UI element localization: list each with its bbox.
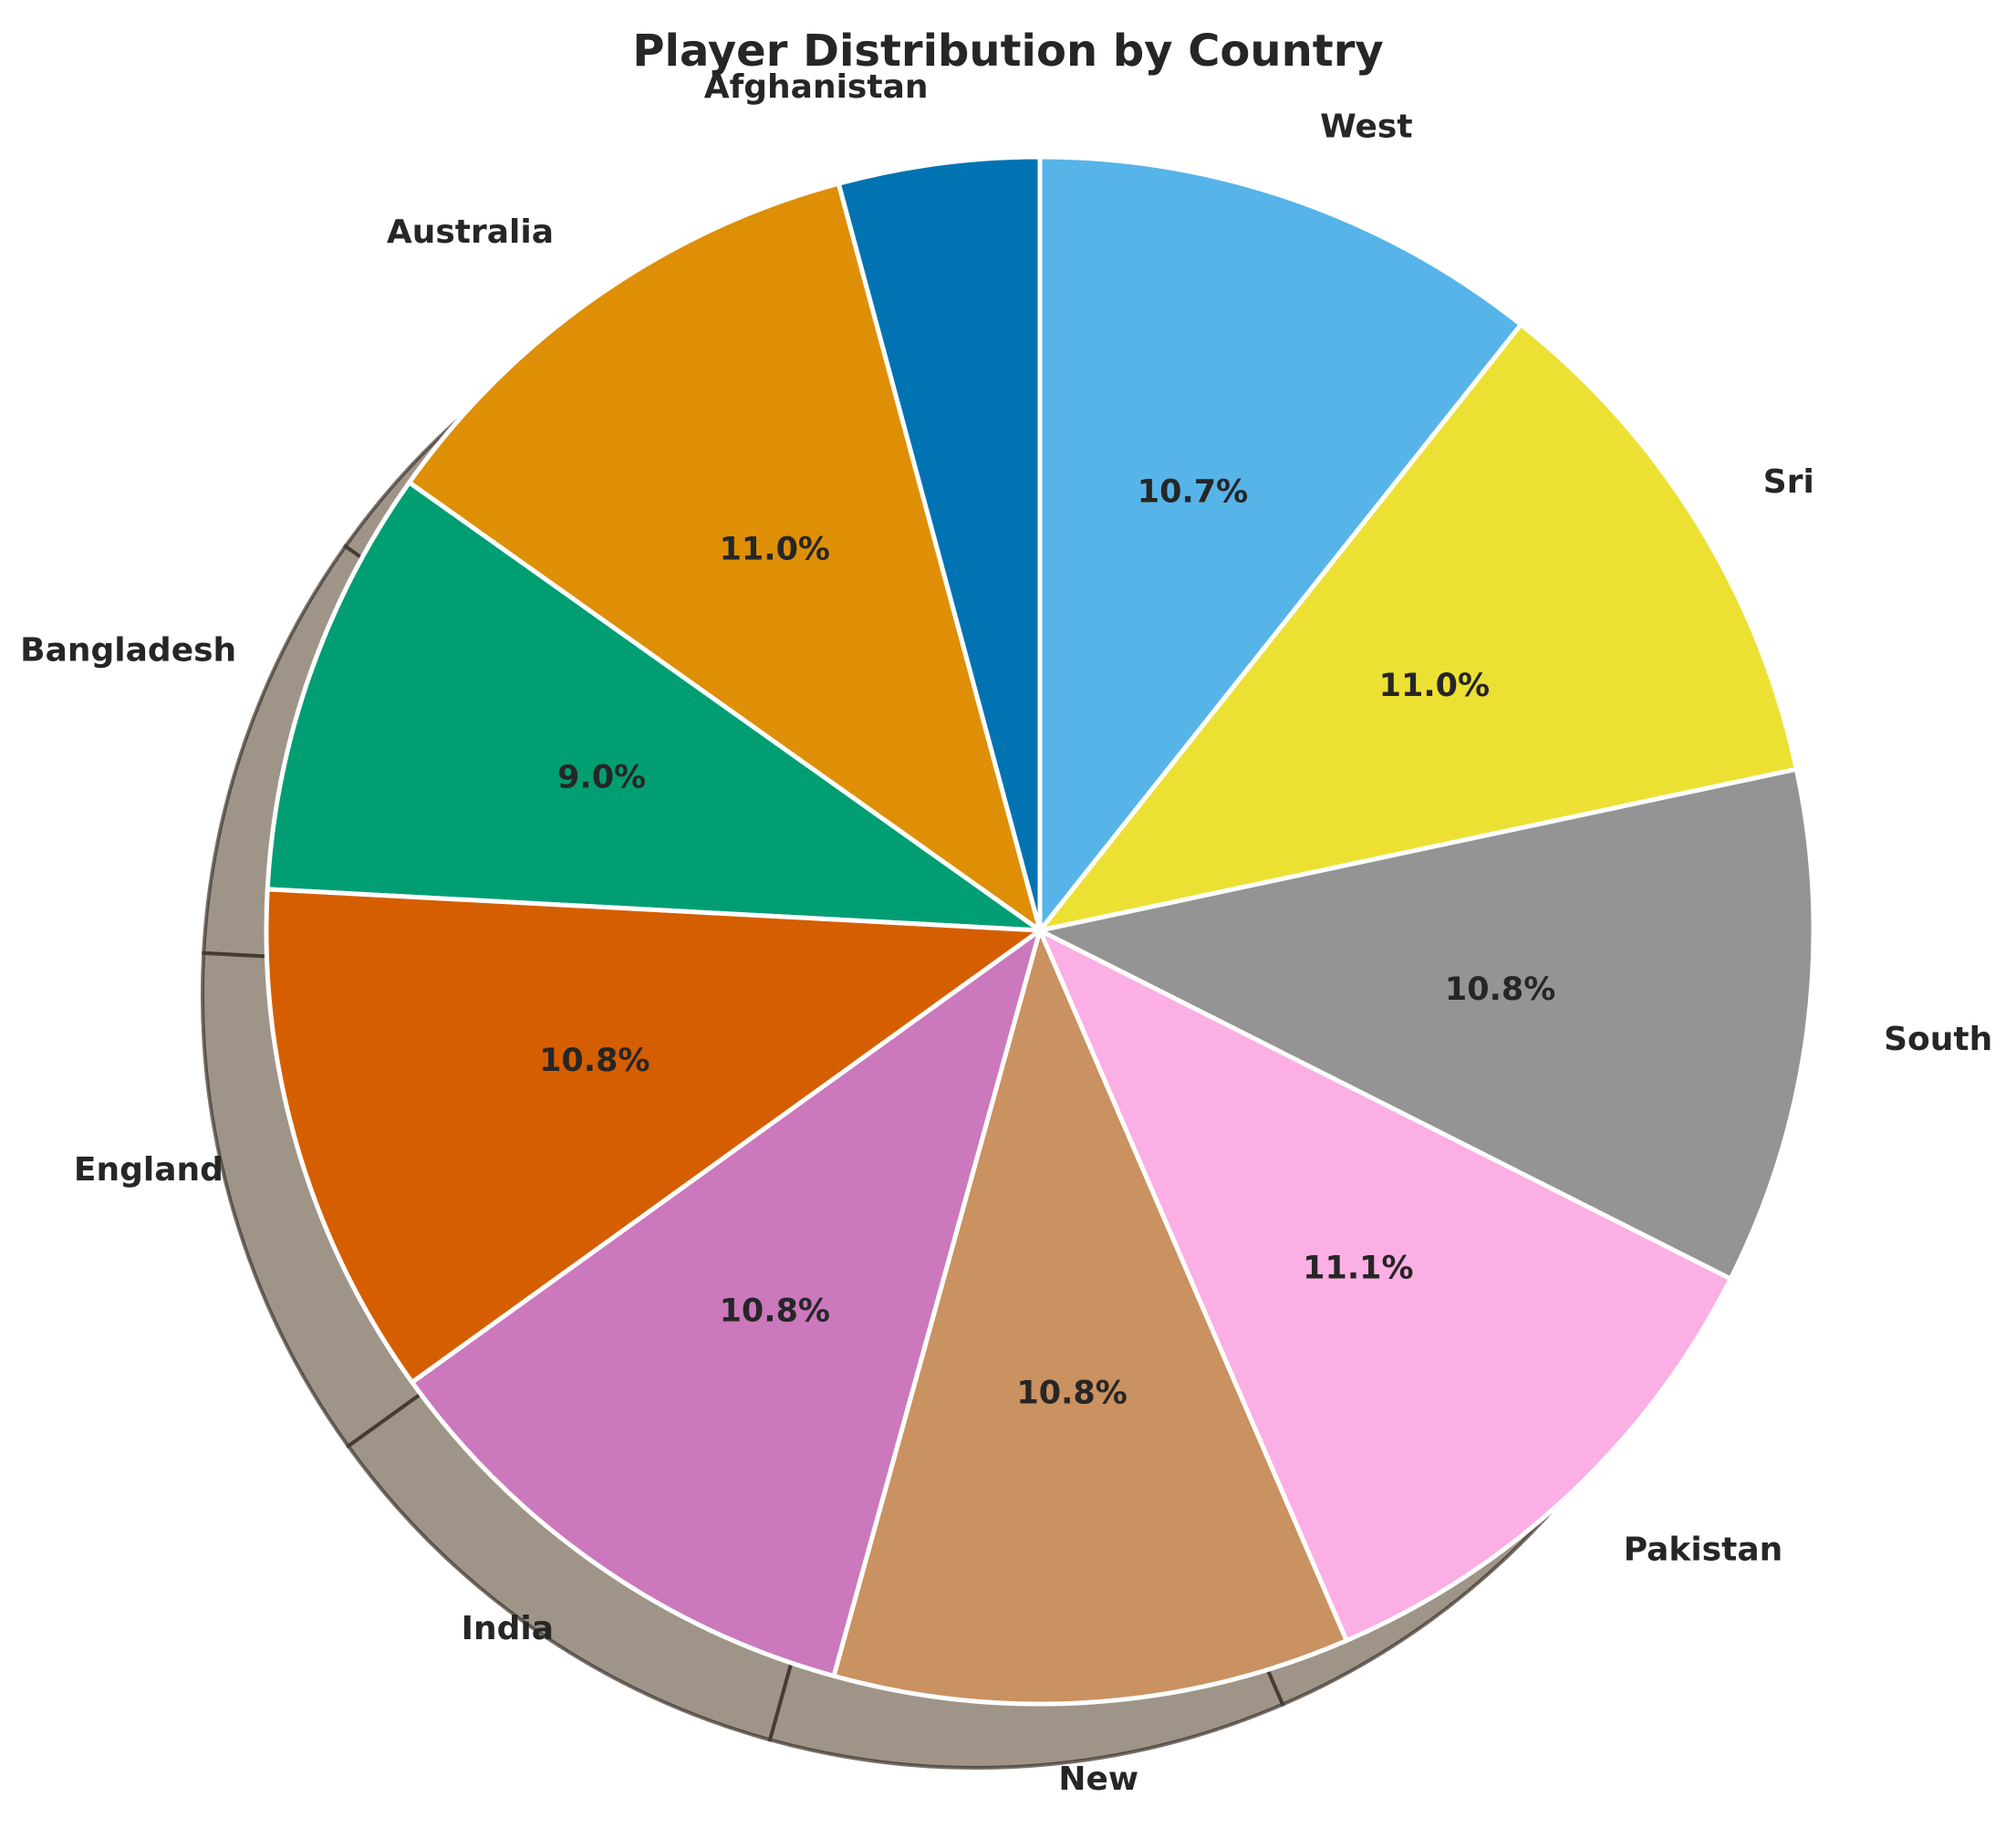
percent-label-australia: 11.0% (720, 532, 830, 568)
pie-slices (264, 154, 1816, 1707)
pie-slice-bangladesh (265, 480, 1043, 933)
category-label-afghanistan: Afghanistan (704, 68, 929, 106)
percent-label-south: 10.8% (1445, 971, 1555, 1008)
percent-label-pakistan: 11.1% (1303, 1250, 1413, 1286)
category-label-bangladesh: Bangladesh (20, 631, 236, 669)
category-label-new: New (1058, 1760, 1138, 1798)
percent-label-bangladesh: 9.0% (557, 760, 646, 796)
pie-slice-pakistan (1037, 928, 1733, 1644)
percent-label-india: 10.8% (720, 1293, 830, 1330)
pie-labels: Afghanistan Australia 11.0% Bangladesh 9.0% E… (20, 68, 1992, 1798)
category-label-india: India (462, 1610, 554, 1647)
pie-slice-west (1037, 154, 1523, 933)
pie-slice-south (1037, 766, 1816, 1282)
category-label-pakistan: Pakistan (1624, 1531, 1783, 1568)
percent-label-england: 10.8% (539, 1043, 649, 1079)
percent-label-west: 10.7% (1138, 474, 1248, 511)
category-label-south: South (1884, 1021, 1992, 1058)
pie-slice-new (831, 928, 1349, 1707)
category-label-england: England (74, 1151, 223, 1189)
percent-label-new: 10.8% (1016, 1376, 1127, 1412)
category-label-australia: Australia (387, 213, 554, 251)
category-label-west: West (1320, 109, 1412, 146)
percent-label-sri: 11.0% (1379, 668, 1490, 704)
pie-slice-sri (1037, 322, 1799, 933)
category-label-sri: Sri (1763, 463, 1814, 501)
pie-slice-india (410, 928, 1043, 1678)
chart-title: Player Distribution by Country (632, 26, 1383, 77)
pie-slice-england (264, 887, 1043, 1385)
pie-slice-australia (407, 181, 1043, 933)
